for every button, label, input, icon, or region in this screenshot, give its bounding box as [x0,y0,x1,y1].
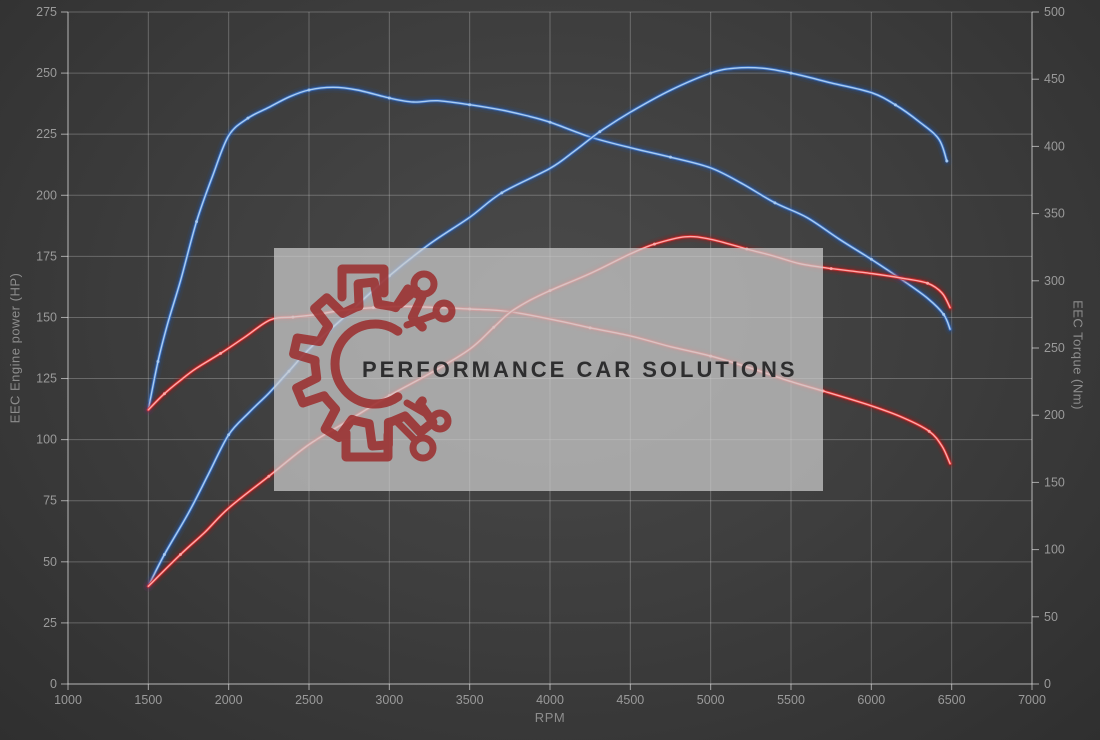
y-right-tick-label: 100 [1044,543,1065,557]
y-right-tick-label: 300 [1044,274,1065,288]
y-left-axis-title: EEC Engine power (HP) [7,272,23,424]
x-tick-label: 6000 [857,693,885,707]
y-left-tick-label: 200 [36,188,57,202]
y-right-tick-label: 450 [1044,72,1065,86]
y-left-tick-label: 100 [36,433,57,447]
y-left-tick-label: 225 [36,127,57,141]
x-tick-label: 1000 [54,693,82,707]
circuit-trace-bottom [341,428,393,462]
x-tick-label: 4000 [536,693,564,707]
x-axis-ticks: 1000 1500 2000 2500 3000 3500 4000 4500 5000 5500… [54,684,1046,707]
y-right-axis-title: EEC Torque (Nm) [1070,300,1086,410]
circuit-node [409,434,437,462]
circuit-node [432,299,456,323]
x-tick-label: 2000 [215,693,243,707]
x-tick-label: 7000 [1018,693,1046,707]
series-torque-tuned-blue [142,81,956,416]
y-left-tick-label: 50 [43,555,57,569]
circuit-node [428,409,452,433]
y-left-tick-label: 150 [36,310,57,324]
circuit-lead [403,399,437,422]
y-right-tick-label: 400 [1044,139,1065,153]
gear-inner-ring [330,319,403,409]
y-left-tick-label: 25 [43,616,57,630]
watermark-text: PERFORMANCE CAR SOLUTIONS [362,356,798,382]
y-right-tick-label: 150 [1044,475,1065,489]
y-left-tick-label: 125 [36,372,57,386]
y-right-ticks: 0 50 100 150 200 250 300 350 400 450 500 [1032,5,1065,691]
y-right-tick-label: 250 [1044,341,1065,355]
y-left-tick-label: 75 [43,494,57,508]
series-power-tuned-blue [142,62,953,592]
x-tick-label: 4500 [616,693,644,707]
x-tick-label: 2500 [295,693,323,707]
circuit-lead [403,310,441,329]
y-right-tick-label: 350 [1044,207,1065,221]
circuit-lead [393,418,420,445]
y-left-tick-label: 275 [36,5,57,19]
x-tick-label: 3500 [456,693,484,707]
y-left-tick-label: 250 [36,66,57,80]
circuit-trace-top [337,264,389,302]
x-axis-title: RPM [534,710,566,725]
y-right-tick-label: 50 [1044,610,1058,624]
y-right-tick-label: 500 [1044,5,1065,19]
y-left-tick-label: 175 [36,249,57,263]
watermark: PERFORMANCE CAR SOLUTIONS [274,248,823,491]
x-tick-label: 5000 [697,693,725,707]
y-left-tick-label: 0 [50,677,57,691]
circuit-node [410,270,438,298]
y-right-tick-label: 200 [1044,408,1065,422]
y-right-tick-label: 0 [1044,677,1051,691]
gear-circuit-logo [289,264,456,462]
x-tick-label: 5500 [777,693,805,707]
x-tick-label: 6500 [938,693,966,707]
x-tick-label: 3000 [375,693,403,707]
y-left-ticks: 0 25 50 75 100 125 150 175 200 225 250 275 [36,5,68,691]
x-tick-label: 1500 [134,693,162,707]
